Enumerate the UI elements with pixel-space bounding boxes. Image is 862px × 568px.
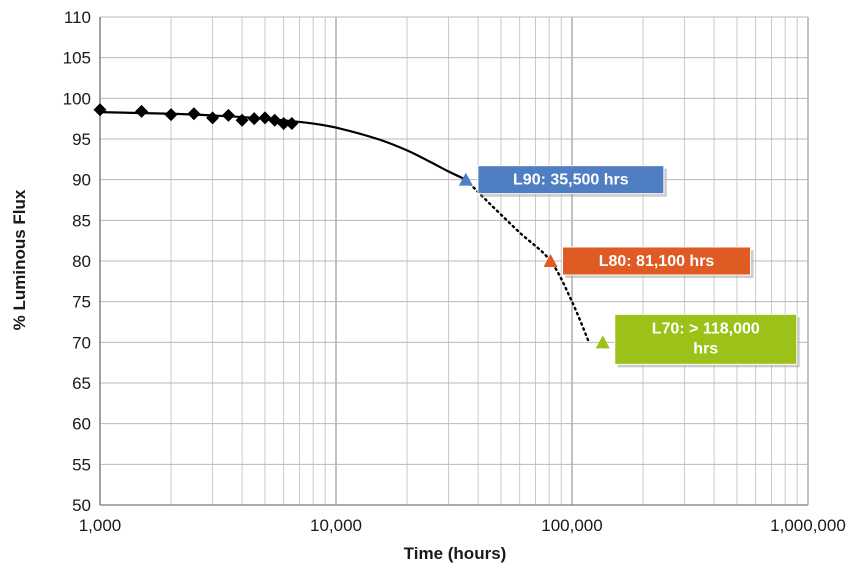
milestone-callout-label: L90: 35,500 hrs bbox=[513, 172, 629, 189]
y-tick-label: 75 bbox=[72, 293, 91, 312]
milestone-callout-label: L70: > 118,000 bbox=[652, 320, 760, 337]
milestone-callout-box bbox=[614, 313, 798, 365]
y-tick-label: 105 bbox=[63, 49, 91, 68]
measured-point-marker bbox=[93, 103, 107, 117]
y-tick-label: 85 bbox=[72, 211, 91, 230]
callout-layer: L90: 35,500 hrs L80: 81,100 hrs L70: > 118… bbox=[477, 165, 800, 368]
y-tick-label: 90 bbox=[72, 171, 91, 190]
milestone-triangle-marker bbox=[458, 172, 473, 186]
y-tick-label: 55 bbox=[72, 455, 91, 474]
y-tick-label: 65 bbox=[72, 374, 91, 393]
y-tick-label: 70 bbox=[72, 333, 91, 352]
x-tick-label: 1,000 bbox=[79, 516, 122, 535]
projection-dotted-line bbox=[464, 178, 591, 344]
label-layer: Time (hours) % Luminous Flux bbox=[10, 189, 506, 563]
milestone-callout-box bbox=[477, 165, 665, 195]
measured-point-marker bbox=[277, 117, 291, 131]
measured-point-marker bbox=[187, 107, 201, 121]
measured-point-marker bbox=[235, 113, 249, 127]
measured-point-marker bbox=[285, 117, 299, 131]
measured-point-marker bbox=[258, 111, 272, 125]
axis-layer: 50 55 60 65 70 75 80 85 90 95 100 105 110 1,000 10,000… bbox=[63, 8, 846, 535]
y-tick-label: 100 bbox=[63, 89, 91, 108]
measured-point-marker bbox=[221, 108, 235, 122]
x-tick-label: 1,000,000 bbox=[770, 516, 846, 535]
milestone-callout-label: L80: 81,100 hrs bbox=[599, 253, 715, 270]
milestone-triangle-marker bbox=[543, 254, 558, 267]
x-tick-label: 100,000 bbox=[541, 516, 602, 535]
y-tick-label: 80 bbox=[72, 252, 91, 271]
x-axis-title: Time (hours) bbox=[404, 544, 507, 563]
y-tick-label: 50 bbox=[72, 496, 91, 515]
measured-point-marker bbox=[135, 104, 149, 118]
x-tick-label: 10,000 bbox=[310, 516, 362, 535]
milestone-triangle-marker bbox=[595, 335, 610, 349]
measured-point-marker bbox=[164, 108, 178, 122]
y-tick-label: 60 bbox=[72, 415, 91, 434]
milestone-callout-label: hrs bbox=[693, 340, 718, 357]
y-axis-title: % Luminous Flux bbox=[10, 189, 29, 330]
y-tick-label: 110 bbox=[64, 8, 91, 27]
milestone-callout-box bbox=[562, 246, 752, 276]
curve-layer bbox=[99, 111, 591, 344]
measured-point-marker bbox=[247, 112, 261, 126]
measured-point-marker bbox=[206, 111, 220, 125]
marker-layer bbox=[93, 103, 610, 349]
y-tick-label: 95 bbox=[72, 130, 91, 149]
